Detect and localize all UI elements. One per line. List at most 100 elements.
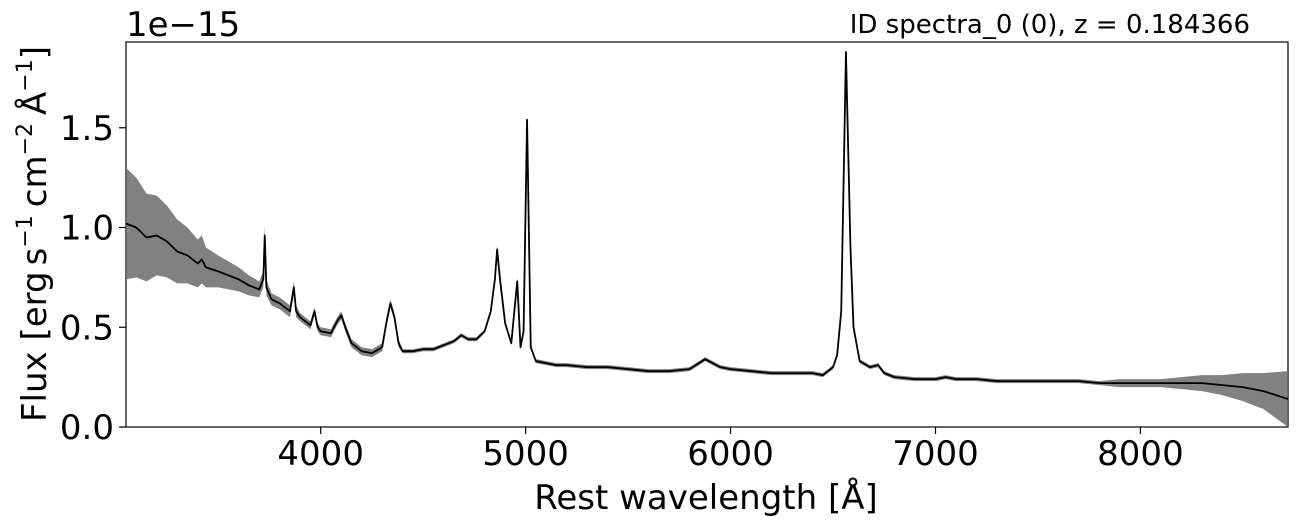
flux-point — [422, 348, 424, 350]
flux-point — [647, 370, 650, 372]
flux-point — [475, 338, 478, 340]
flux-point — [704, 358, 706, 360]
flux-point — [832, 366, 834, 368]
flux-point — [750, 370, 752, 372]
y-axis-label-prefix: Flux [erg — [15, 271, 55, 422]
flux-point — [1287, 398, 1289, 400]
flux-point — [205, 266, 207, 269]
flux-point — [313, 310, 316, 312]
flux-point — [1221, 384, 1224, 386]
flux-point — [402, 350, 404, 352]
flux-point — [295, 310, 297, 312]
flux-point — [166, 240, 168, 243]
flux-point — [840, 310, 842, 312]
flux-point — [385, 322, 387, 324]
flux-point — [668, 370, 670, 372]
x-tick-label: 5000 — [482, 434, 569, 474]
flux-point — [299, 316, 301, 318]
flux-point — [1201, 382, 1203, 384]
flux-point — [1016, 380, 1019, 382]
flux-point — [688, 368, 691, 370]
flux-point — [516, 280, 518, 282]
axes-frame — [125, 41, 1289, 428]
flux-point — [1180, 382, 1183, 384]
y-axis-label-cm-exp: −2 — [13, 123, 38, 155]
flux-point — [381, 346, 383, 348]
flux-point — [467, 338, 469, 340]
flux-point — [145, 236, 148, 239]
y-axis-ticks: 0.0 0.5 1.0 1.5 — [60, 109, 126, 448]
flux-point — [934, 378, 937, 380]
flux-error-band — [126, 45, 1288, 428]
y-axis-label-s-exp: −1 — [13, 215, 38, 247]
flux-point — [859, 360, 861, 362]
flux-point — [770, 372, 773, 374]
flux-point — [869, 366, 871, 368]
flux-point — [330, 332, 332, 334]
flux-point — [371, 352, 373, 354]
flux-point — [545, 362, 547, 364]
flux-point — [389, 302, 391, 304]
flux-point — [197, 262, 199, 265]
flux-point — [1119, 382, 1121, 384]
error-band-layer — [126, 45, 1288, 428]
flux-line — [125, 51, 1289, 400]
flux-point — [996, 380, 998, 382]
flux-point — [412, 350, 414, 352]
flux-point — [849, 246, 852, 249]
flux-point — [350, 342, 353, 344]
flux-point — [504, 322, 506, 324]
y-tick-label: 0.0 — [60, 408, 114, 448]
flux-point — [443, 344, 445, 346]
y-tick-label: 0.5 — [60, 308, 114, 348]
flux-point — [201, 258, 203, 261]
flux-point — [289, 310, 291, 312]
flux-point — [499, 278, 501, 280]
flux-point — [791, 372, 793, 374]
flux-point — [555, 364, 557, 366]
flux-point — [217, 270, 219, 272]
x-axis-label: Rest wavelength [Å] — [534, 477, 878, 518]
flux-point — [264, 234, 266, 237]
y-axis-label-cm-unit: cm — [15, 155, 55, 207]
x-tick-label: 6000 — [687, 434, 774, 474]
flux-point — [293, 286, 295, 288]
flux-point — [1098, 382, 1101, 384]
flux-point — [490, 310, 492, 312]
y-axis-label-a-exp: −1 — [13, 59, 38, 91]
y-axis-label-s-unit: s — [15, 248, 55, 266]
flux-point — [519, 346, 522, 348]
flux-point — [397, 342, 400, 344]
flux-point — [336, 320, 338, 322]
flux-point — [893, 376, 896, 378]
flux-point — [811, 372, 814, 374]
flux-point — [530, 346, 532, 348]
flux-point — [566, 364, 568, 366]
flux-point — [320, 330, 322, 332]
flux-point — [510, 342, 512, 344]
flux-point — [1078, 380, 1080, 382]
flux-point — [914, 378, 916, 380]
flux-point — [393, 316, 396, 318]
flux-point — [227, 274, 230, 276]
y-tick-label: 1.5 — [60, 109, 114, 149]
flux-point — [496, 248, 498, 251]
chart-title: ID spectra_0 (0), z = 0.184366 — [850, 10, 1250, 40]
flux-point — [1160, 382, 1162, 384]
flux-point — [836, 354, 838, 356]
flux-point — [1242, 386, 1244, 388]
flux-point — [270, 298, 273, 300]
flux-point — [945, 376, 947, 378]
y-tick-label: 1.0 — [60, 209, 114, 249]
flux-point — [822, 374, 824, 376]
flux-point — [719, 366, 721, 368]
flux-point — [484, 330, 486, 332]
flux-point — [535, 360, 537, 362]
y-offset-label: 1e−15 — [126, 5, 240, 45]
y-axis-label-a-unit: Å — [14, 92, 55, 115]
flux-point — [955, 378, 957, 380]
flux-point — [258, 288, 260, 290]
flux-point — [262, 278, 264, 280]
flux-point — [526, 119, 528, 121]
flux-point — [494, 278, 496, 280]
